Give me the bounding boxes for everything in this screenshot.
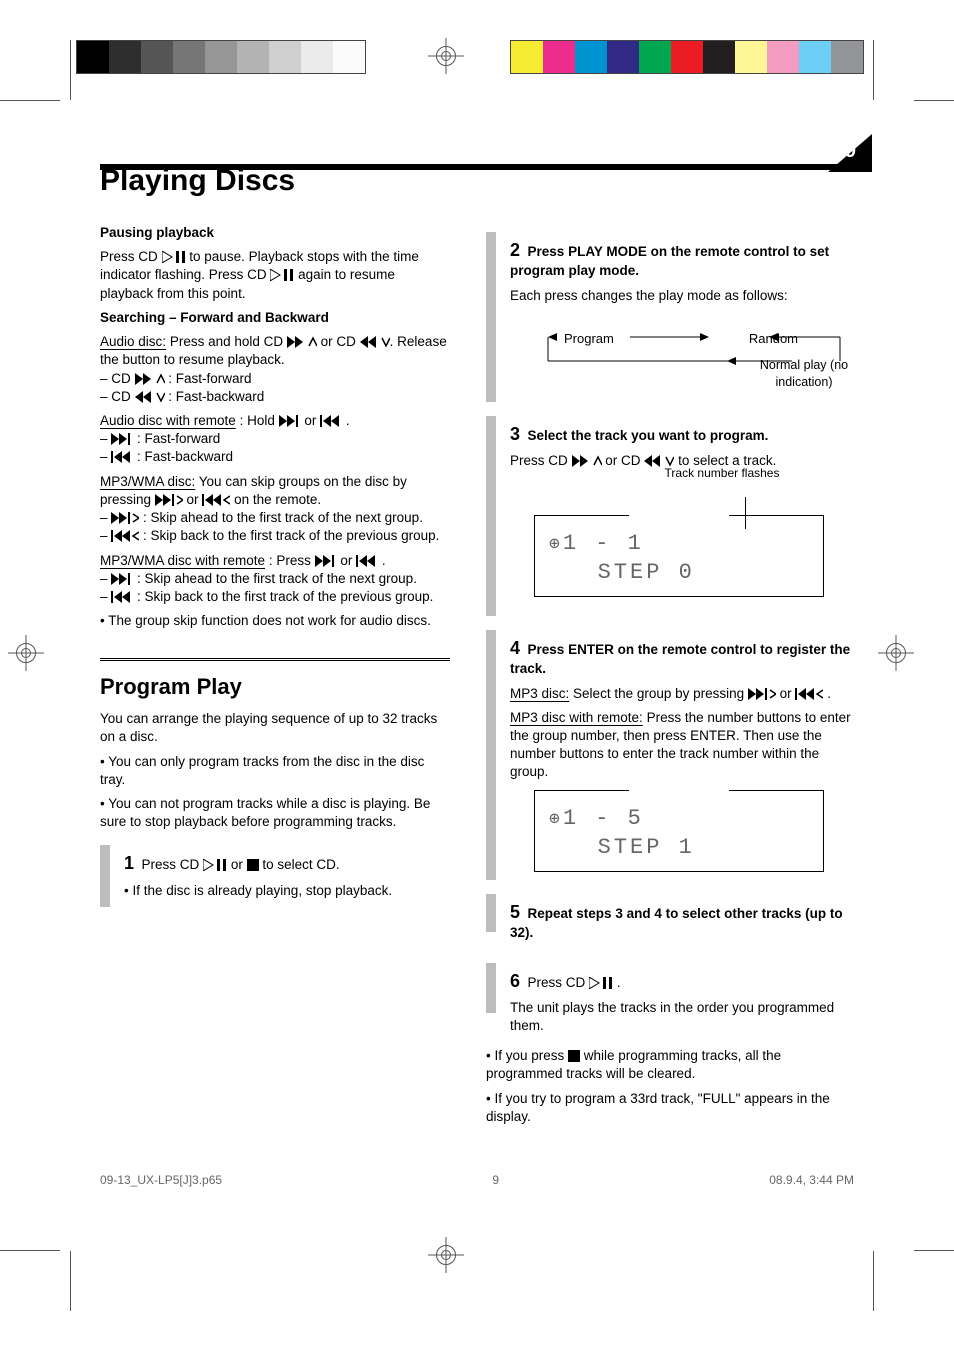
page-number: 9 (845, 140, 856, 163)
program-play-note2: • You can not program tracks while a dis… (100, 795, 450, 831)
step-1: 1 Press CD or to select CD. • If the dis… (100, 845, 450, 907)
trim-mark (0, 100, 60, 101)
next-track-icon (315, 555, 337, 567)
lcd-diagram-1: Track number flashes ⊕1 - 1 STEP 0 (534, 515, 824, 597)
footer-mid: 9 (492, 1173, 499, 1187)
searching-heading: Searching – Forward and Backward (100, 309, 450, 327)
prev-track-icon (111, 451, 133, 463)
registration-mark (428, 38, 464, 74)
registration-mark (428, 1237, 464, 1273)
prev-track-icon (320, 415, 342, 427)
audio-disc-remote-block: Audio disc with remote : Hold or . – : F… (100, 412, 450, 467)
color-calibration-strip (510, 40, 864, 74)
trim-mark (70, 40, 71, 100)
step-6: 6 Press CD . The unit plays the tracks i… (486, 963, 854, 1042)
play-pause-icon (270, 269, 294, 281)
play-pause-icon (203, 859, 227, 871)
trim-mark (70, 1251, 71, 1311)
end-note-1: • If you press while programming tracks,… (486, 1047, 854, 1083)
audio-disc-block: Audio disc: Press and hold CD or CD . Re… (100, 333, 450, 406)
footer-right: 08.9.4, 3:44 PM (769, 1173, 854, 1187)
prev-track-icon (111, 591, 133, 603)
footer-left: 09-13_UX-LP5[J]3.p65 (100, 1173, 222, 1187)
mp3-block: MP3/WMA disc: You can skip groups on the… (100, 473, 450, 546)
ff-up-icon (287, 336, 317, 348)
trim-mark (873, 1251, 874, 1311)
program-play-heading: Program Play (100, 672, 450, 702)
play-pause-icon (589, 977, 613, 989)
next-group-icon (748, 688, 776, 700)
step-3: 3 Select the track you want to program. … (486, 416, 854, 616)
program-play-note1: • You can only program tracks from the d… (100, 753, 450, 789)
trim-mark (0, 1250, 60, 1251)
trim-mark (914, 1250, 954, 1251)
next-track-icon (111, 573, 133, 585)
stop-icon (247, 859, 259, 871)
mp3-note: • The group skip function does not work … (100, 612, 450, 630)
lcd-diagram-2: ⊕1 - 5 STEP 1 (534, 790, 824, 872)
section-divider (100, 658, 450, 662)
mp3-remote-block: MP3/WMA disc with remote : Press or . – … (100, 552, 450, 607)
page-title: Playing Discs (100, 164, 854, 198)
end-note-2: • If you try to program a 33rd track, "F… (486, 1090, 854, 1126)
play-pause-icon (162, 251, 186, 263)
next-track-icon (111, 433, 133, 445)
lcd-readout: ⊕1 - 5 STEP 1 (549, 804, 695, 863)
program-play-intro: You can arrange the playing sequence of … (100, 710, 450, 746)
trim-mark (873, 40, 874, 100)
lcd-readout: ⊕1 - 1 STEP 0 (549, 529, 695, 588)
rw-down-icon (135, 391, 165, 403)
step-4: 4 Press ENTER on the remote control to r… (486, 630, 854, 880)
pause-heading: Pausing playback (100, 225, 214, 240)
play-mode-loop-diagram: Program Random Normal play (no indicatio… (534, 319, 854, 383)
footer: 09-13_UX-LP5[J]3.p65 9 08.9.4, 3:44 PM (100, 1173, 854, 1187)
step-5: 5 Repeat steps 3 and 4 to select other t… (486, 894, 854, 949)
pause-body: Press CD to pause. Playback stops with t… (100, 248, 450, 303)
next-group-icon (155, 494, 183, 506)
prev-group-icon (111, 530, 139, 542)
grayscale-calibration-strip (76, 40, 366, 74)
page-number-flag: 9 (828, 134, 868, 172)
left-column: Pausing playback Press CD to pause. Play… (100, 218, 450, 1132)
right-column: 2 Press PLAY MODE on the remote control … (486, 218, 854, 1132)
next-group-icon (111, 512, 139, 524)
prev-group-icon (202, 494, 230, 506)
registration-mark (878, 635, 914, 671)
next-track-icon (279, 415, 301, 427)
registration-mark (8, 635, 44, 671)
prev-group-icon (795, 688, 823, 700)
rw-down-icon (360, 336, 390, 348)
trim-mark (914, 100, 954, 101)
stop-icon (568, 1050, 580, 1062)
step-2: 2 Press PLAY MODE on the remote control … (486, 232, 854, 402)
prev-track-icon (356, 555, 378, 567)
ff-up-icon (135, 373, 165, 385)
ff-up-icon (572, 455, 602, 467)
page-content: 9 Playing Discs Pausing playback Press C… (100, 140, 854, 1161)
